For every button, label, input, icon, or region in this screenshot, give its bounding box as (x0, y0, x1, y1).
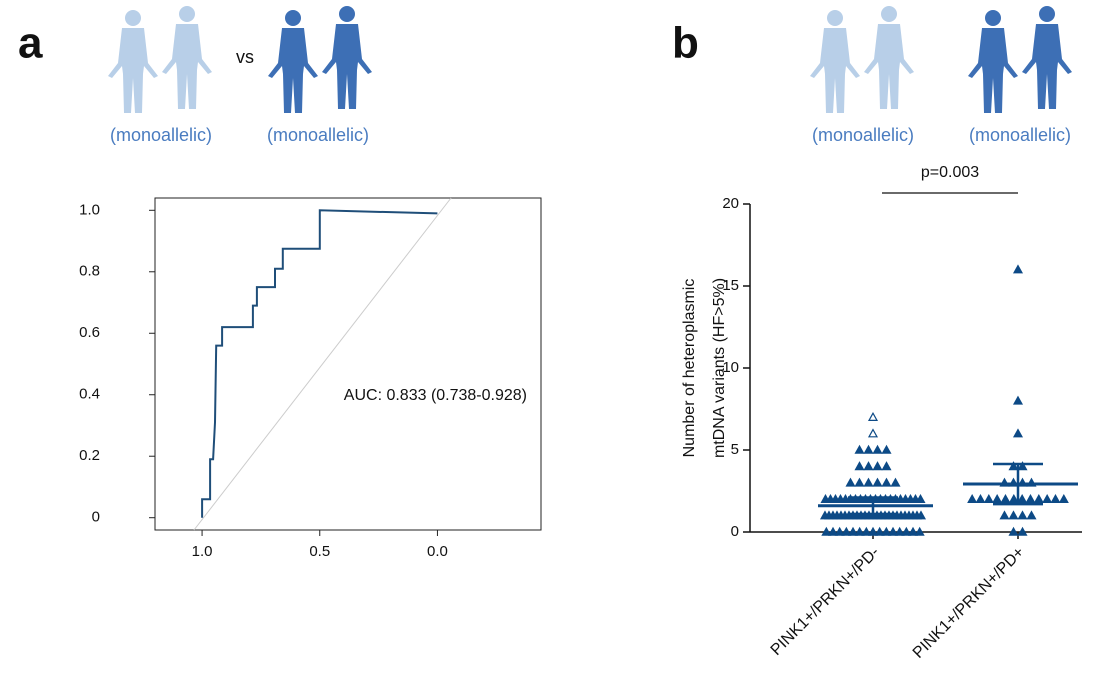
data-point (867, 526, 879, 536)
y-tick-label: 0 (731, 523, 739, 540)
data-point (821, 526, 832, 536)
x-tick-label: PINK1+/PRKN+/PD- (768, 544, 883, 659)
data-point (863, 461, 874, 471)
vs-label: vs (236, 47, 254, 67)
data-point (863, 477, 874, 487)
data-point (881, 477, 892, 487)
data-point (1000, 493, 1011, 503)
data-point (854, 477, 865, 487)
data-point (894, 526, 905, 536)
data-point (1008, 510, 1019, 520)
data-point (1033, 493, 1044, 503)
data-point (834, 526, 845, 536)
data-point (967, 493, 978, 503)
data-point (1012, 428, 1024, 438)
data-point (915, 493, 926, 503)
x-tick-label: PINK1+/PRKN+/PD+ (910, 544, 1028, 662)
reference-line (193, 197, 452, 531)
data-point (1008, 526, 1019, 536)
data-point (1012, 264, 1024, 274)
data-point (914, 526, 925, 536)
data-point (881, 461, 892, 471)
x-tick-label: 1.0 (192, 543, 213, 560)
data-point (861, 526, 872, 536)
data-point (1058, 493, 1069, 503)
data-point (863, 444, 874, 454)
y-axis-label: mtDNA variants (HF>5%) (711, 278, 728, 458)
x-tick-label: 0.5 (309, 543, 330, 560)
y-tick-label: 0.8 (79, 263, 100, 280)
panel-label: b (672, 19, 699, 68)
annotation: p=0.003 (921, 164, 979, 181)
data-point (881, 444, 892, 454)
data-point (975, 493, 986, 503)
data-point (1025, 493, 1036, 503)
data-point (841, 526, 852, 536)
caption: (monoallelic) (267, 125, 369, 145)
y-tick-label: 20 (722, 195, 739, 212)
data-point (1042, 493, 1053, 503)
data-point (1017, 493, 1028, 503)
data-point (992, 493, 1003, 503)
figure-icons (268, 6, 372, 113)
x-tick-label: 0.0 (427, 543, 448, 560)
plot-frame (154, 197, 542, 531)
y-tick-label: 1.0 (79, 201, 100, 218)
figure-icons (108, 6, 212, 113)
data-point (874, 526, 885, 536)
data-point (1017, 526, 1028, 536)
data-point (872, 444, 883, 454)
data-point (999, 510, 1010, 520)
y-tick-label: 10 (722, 359, 739, 376)
data-point (915, 510, 927, 520)
y-tick-label: 0 (92, 509, 100, 526)
figure-icons (810, 6, 914, 113)
data-point (872, 477, 883, 487)
data-point (890, 477, 901, 487)
data-point (867, 428, 879, 438)
data-point (847, 526, 859, 536)
panel-label: a (18, 19, 43, 68)
data-point (1026, 510, 1037, 520)
annotation: AUC: 0.833 (0.738-0.928) (344, 387, 527, 404)
y-tick-label: 0.6 (79, 324, 100, 341)
data-point (854, 461, 865, 471)
y-axis-label: Number of heteroplasmic (681, 279, 698, 458)
data-point (1012, 395, 1024, 405)
y-tick-label: 0.2 (79, 447, 100, 464)
y-tick-label: 15 (722, 277, 739, 294)
data-point (867, 411, 879, 421)
data-point (1050, 493, 1061, 503)
data-point (901, 526, 912, 536)
caption: (monoallelic) (969, 125, 1071, 145)
data-point (983, 493, 994, 503)
data-point (1017, 461, 1028, 471)
data-point (907, 526, 919, 536)
data-point (1008, 493, 1019, 503)
figure-icons (968, 6, 1072, 113)
data-point (872, 461, 883, 471)
data-point (881, 526, 892, 536)
data-point (854, 444, 865, 454)
data-point (845, 477, 856, 487)
data-point (827, 526, 839, 536)
data-point (887, 526, 899, 536)
data-point (1008, 461, 1019, 471)
caption: (monoallelic) (812, 125, 914, 145)
y-tick-label: 0.4 (79, 386, 100, 403)
y-tick-label: 5 (731, 441, 739, 458)
caption: (monoallelic) (110, 125, 212, 145)
data-point (1017, 510, 1028, 520)
roc-curve (201, 209, 438, 518)
data-point (854, 526, 865, 536)
